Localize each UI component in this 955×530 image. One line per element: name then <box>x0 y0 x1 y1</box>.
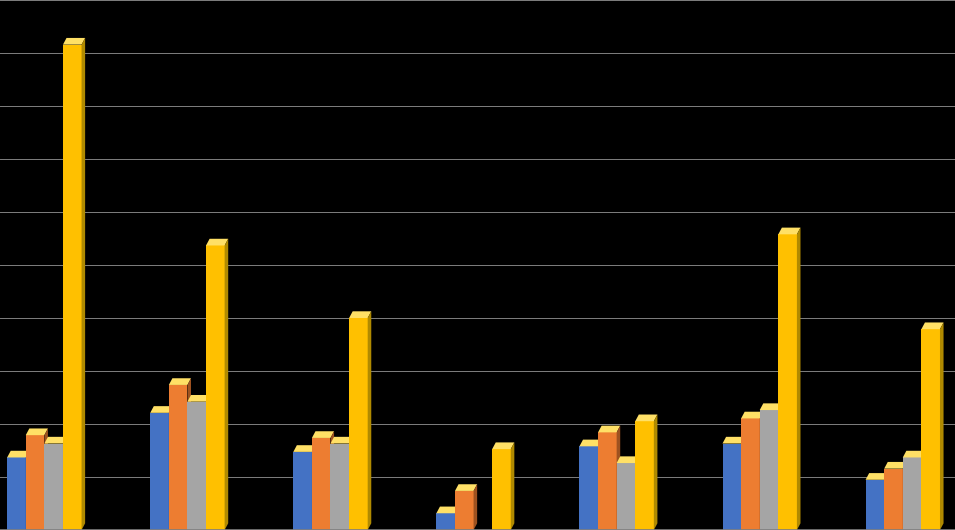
Polygon shape <box>63 437 67 530</box>
Polygon shape <box>330 437 352 444</box>
Polygon shape <box>902 451 925 457</box>
Bar <box>723 444 741 530</box>
Bar <box>922 329 940 530</box>
Polygon shape <box>44 437 67 444</box>
Bar <box>330 444 350 530</box>
Polygon shape <box>760 403 782 410</box>
Polygon shape <box>224 239 228 530</box>
Polygon shape <box>26 428 48 435</box>
Polygon shape <box>293 445 315 452</box>
Polygon shape <box>865 473 888 480</box>
Polygon shape <box>187 395 209 402</box>
Polygon shape <box>598 426 620 432</box>
Polygon shape <box>635 414 657 421</box>
Bar <box>436 513 455 530</box>
Polygon shape <box>44 428 48 530</box>
Polygon shape <box>654 414 657 530</box>
Bar <box>492 449 511 530</box>
Polygon shape <box>63 38 85 45</box>
Polygon shape <box>940 322 944 530</box>
Polygon shape <box>741 412 763 418</box>
Bar <box>455 491 474 530</box>
Polygon shape <box>436 507 458 513</box>
Polygon shape <box>169 406 173 530</box>
Polygon shape <box>617 456 639 463</box>
Polygon shape <box>511 443 515 530</box>
Bar <box>760 410 778 530</box>
Polygon shape <box>598 439 602 530</box>
Bar <box>26 435 44 530</box>
Bar <box>902 457 922 530</box>
Polygon shape <box>81 38 85 530</box>
Bar <box>293 452 312 530</box>
Bar <box>7 457 26 530</box>
Polygon shape <box>492 443 515 449</box>
Bar <box>44 444 63 530</box>
Polygon shape <box>760 412 763 530</box>
Bar <box>778 234 796 530</box>
Bar <box>63 45 81 530</box>
Polygon shape <box>884 462 906 469</box>
Polygon shape <box>455 484 478 491</box>
Polygon shape <box>350 311 371 318</box>
Polygon shape <box>617 426 620 530</box>
Polygon shape <box>206 239 228 245</box>
Polygon shape <box>330 431 334 530</box>
Bar <box>187 402 206 530</box>
Polygon shape <box>312 445 315 530</box>
Polygon shape <box>580 439 602 446</box>
Polygon shape <box>169 378 191 385</box>
Polygon shape <box>474 484 478 530</box>
Polygon shape <box>350 437 352 530</box>
Bar <box>169 385 187 530</box>
Polygon shape <box>187 378 191 530</box>
Bar <box>635 421 654 530</box>
Polygon shape <box>7 451 30 457</box>
Bar <box>580 446 598 530</box>
Polygon shape <box>723 437 745 444</box>
Bar <box>206 245 224 530</box>
Bar <box>312 438 330 530</box>
Polygon shape <box>922 451 925 530</box>
Polygon shape <box>26 451 30 530</box>
Polygon shape <box>778 403 782 530</box>
Polygon shape <box>796 227 800 530</box>
Polygon shape <box>455 507 458 530</box>
Bar <box>598 432 617 530</box>
Polygon shape <box>741 437 745 530</box>
Bar <box>150 413 169 530</box>
Bar <box>741 418 760 530</box>
Polygon shape <box>902 462 906 530</box>
Bar <box>617 463 635 530</box>
Polygon shape <box>778 227 800 234</box>
Polygon shape <box>635 456 639 530</box>
Bar <box>865 480 884 530</box>
Bar <box>884 469 902 530</box>
Bar <box>350 318 368 530</box>
Polygon shape <box>206 395 209 530</box>
Polygon shape <box>922 322 944 329</box>
Polygon shape <box>312 431 334 438</box>
Polygon shape <box>884 473 888 530</box>
Polygon shape <box>150 406 173 413</box>
Polygon shape <box>368 311 371 530</box>
